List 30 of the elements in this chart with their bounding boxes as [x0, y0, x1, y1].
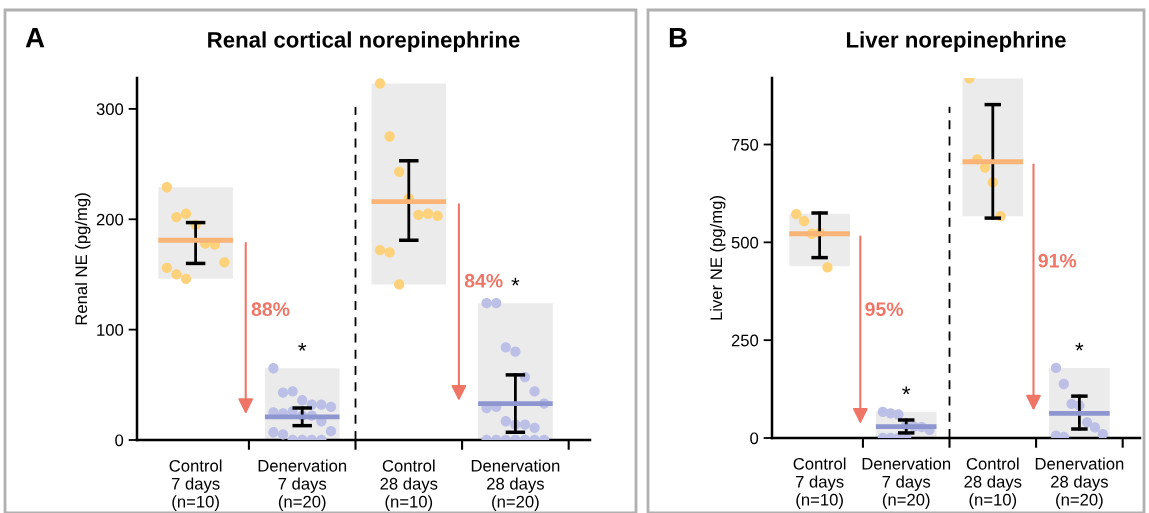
- annotation: *: [902, 386, 911, 395]
- y-tick-label: 0: [115, 434, 124, 447]
- x-tick-label: Denervation 7 days (n=20): [862, 457, 951, 509]
- chart-title: Liver norepinephrine: [846, 31, 1066, 53]
- x-tick-label: Denervation 28 days (n=20): [471, 459, 560, 511]
- y-axis-title: Liver NE (pg/mg): [709, 196, 726, 320]
- x-tick-label: Denervation 7 days (n=20): [258, 459, 347, 511]
- y-tick-label: 750: [731, 138, 759, 151]
- text: B: [669, 28, 687, 48]
- annotation: 95%: [865, 302, 904, 317]
- y-tick-label: 300: [96, 103, 124, 116]
- x-tick-label: Denervation 28 days (n=20): [1035, 457, 1124, 509]
- y-tick-label: 100: [97, 324, 124, 336]
- x-tick-label: Control 28 days (n=10): [964, 457, 1022, 509]
- annotation: *: [511, 277, 520, 286]
- y-tick-label: 500: [731, 236, 759, 249]
- x-tick-label: Control 7 days (n=10): [793, 457, 846, 509]
- annotation: *: [298, 342, 307, 351]
- y-tick-label: 0: [750, 432, 759, 445]
- y-tick-label: 250: [731, 334, 759, 347]
- annotation: *: [1075, 342, 1084, 351]
- annotation: 88%: [251, 302, 290, 317]
- annotation: 91%: [1038, 253, 1077, 268]
- annotation: 84%: [464, 273, 503, 288]
- text: A: [25, 28, 45, 48]
- x-tick-label: Control 28 days (n=10): [380, 459, 438, 511]
- y-tick-label: 200: [96, 213, 124, 226]
- chart-title: Renal cortical norepinephrine: [208, 31, 520, 53]
- x-tick-label: Control 7 days (n=10): [169, 459, 222, 511]
- y-axis-title: Renal NE (pg/mg): [74, 193, 91, 325]
